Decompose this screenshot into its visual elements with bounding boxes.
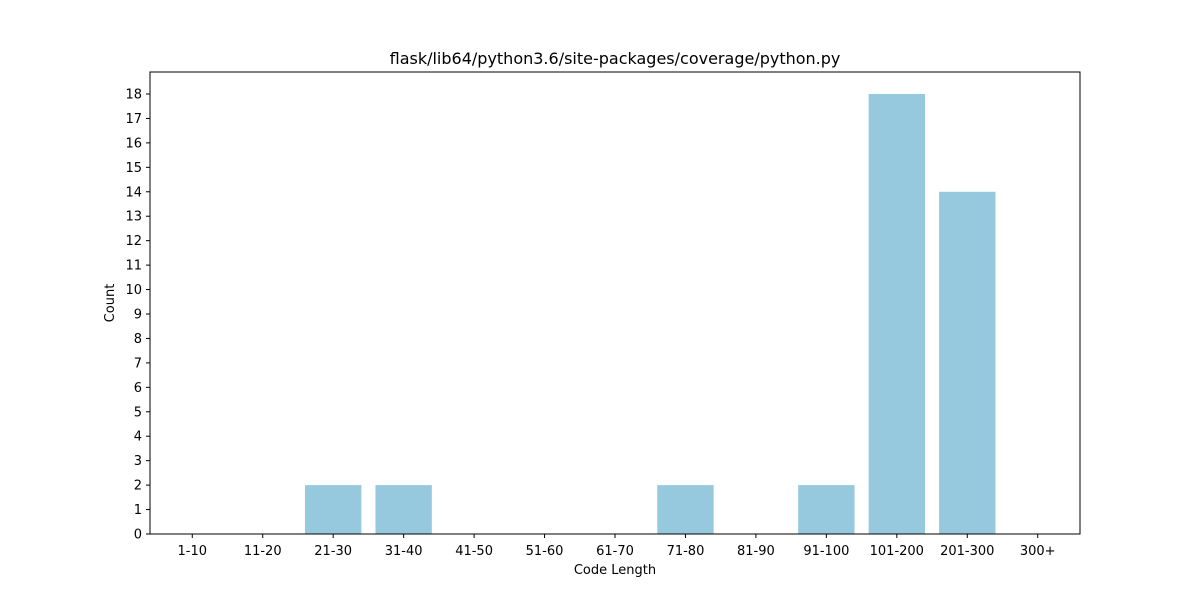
x-tick-label: 81-90 (737, 544, 775, 559)
bar-201-300 (939, 191, 996, 534)
y-tick-label: 14 (125, 185, 142, 200)
y-tick-label: 6 (134, 381, 142, 396)
bar-31-40 (375, 485, 432, 534)
y-tick-label: 18 (125, 88, 142, 103)
y-tick-label: 7 (134, 356, 142, 371)
x-tick-label: 101-200 (870, 544, 924, 559)
x-tick-label: 31-40 (385, 544, 423, 559)
y-tick-label: 1 (134, 503, 142, 518)
y-tick-label: 2 (134, 479, 142, 494)
y-tick-label: 10 (125, 283, 142, 298)
y-tick-label: 17 (125, 112, 142, 127)
y-tick-label: 3 (134, 454, 142, 469)
x-axis-label: Code Length (574, 563, 656, 578)
bar-91-100 (798, 485, 855, 534)
y-tick-label: 9 (134, 308, 142, 323)
y-tick-label: 16 (125, 136, 142, 151)
chart-title: flask/lib64/python3.6/site-packages/cove… (390, 49, 841, 68)
x-tick-label: 41-50 (455, 544, 493, 559)
y-tick-label: 11 (125, 259, 142, 274)
y-tick-label: 5 (134, 405, 142, 420)
y-tick-label: 15 (125, 161, 142, 176)
x-tick-label: 51-60 (526, 544, 564, 559)
x-tick-label: 1-10 (178, 544, 208, 559)
x-tick-label: 21-30 (314, 544, 352, 559)
x-tick-label: 71-80 (667, 544, 705, 559)
bar-101-200 (868, 94, 925, 534)
x-tick-label: 11-20 (244, 544, 282, 559)
y-tick-label: 8 (134, 332, 142, 347)
x-tick-label: 91-100 (803, 544, 849, 559)
y-tick-label: 13 (125, 210, 142, 225)
x-tick-label: 300+ (1020, 544, 1056, 559)
bar-71-80 (657, 485, 714, 534)
y-axis-label: Count (103, 284, 118, 323)
y-tick-label: 4 (134, 430, 142, 445)
bar-21-30 (305, 485, 362, 534)
y-tick-label: 12 (125, 234, 142, 249)
x-tick-label: 201-300 (940, 544, 994, 559)
x-tick-label: 61-70 (596, 544, 634, 559)
y-tick-label: 0 (134, 528, 142, 543)
